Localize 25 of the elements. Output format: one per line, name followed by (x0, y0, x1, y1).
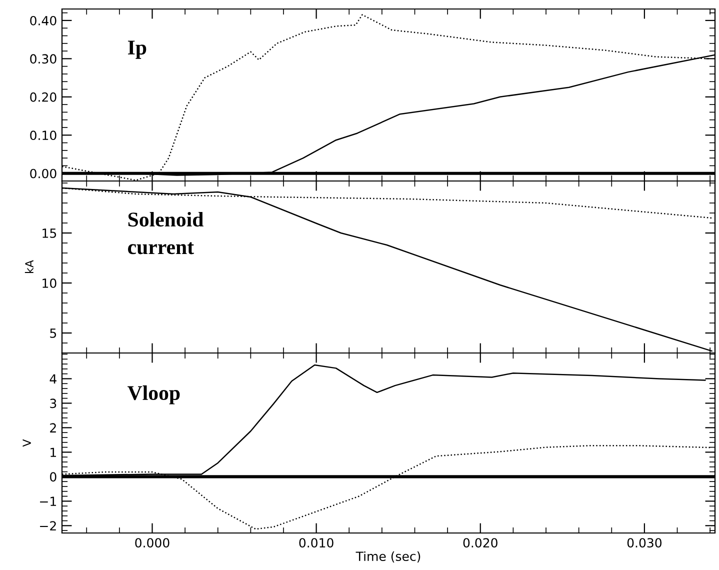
x-tick-label: 0.000 (135, 538, 170, 548)
annotation: Ip (128, 40, 146, 59)
y-tick-label: 5 (50, 328, 56, 338)
x-tick-label: 0.020 (463, 538, 498, 548)
x-axis-title: Time (sec) (356, 551, 420, 562)
y-tick-label: 0 (50, 472, 56, 482)
y-tick-label: −2 (40, 521, 56, 530)
y-tick-label: 0.20 (30, 92, 56, 102)
annotation: Vloop (128, 385, 180, 404)
annotation: Solenoid current (128, 212, 204, 254)
y-tick-label: 3 (50, 398, 56, 408)
x-tick-label: 0.010 (299, 538, 334, 548)
y-tick-label: 0.30 (30, 54, 56, 64)
y-tick-label: 0.10 (30, 130, 56, 140)
y-tick-label: 1 (50, 448, 56, 457)
y-tick-label: 0.00 (30, 168, 56, 178)
y-tick-label: −1 (40, 496, 56, 506)
y-tick-label: 10 (42, 278, 56, 288)
y-axis-title: V (22, 439, 31, 447)
y-tick-label: 0.40 (30, 16, 56, 26)
x-tick-label: 0.030 (627, 538, 662, 548)
y-tick-label: 15 (42, 228, 56, 238)
y-tick-label: 4 (50, 374, 56, 384)
y-tick-label: 2 (50, 423, 56, 432)
y-axis-title: kA (24, 260, 34, 274)
